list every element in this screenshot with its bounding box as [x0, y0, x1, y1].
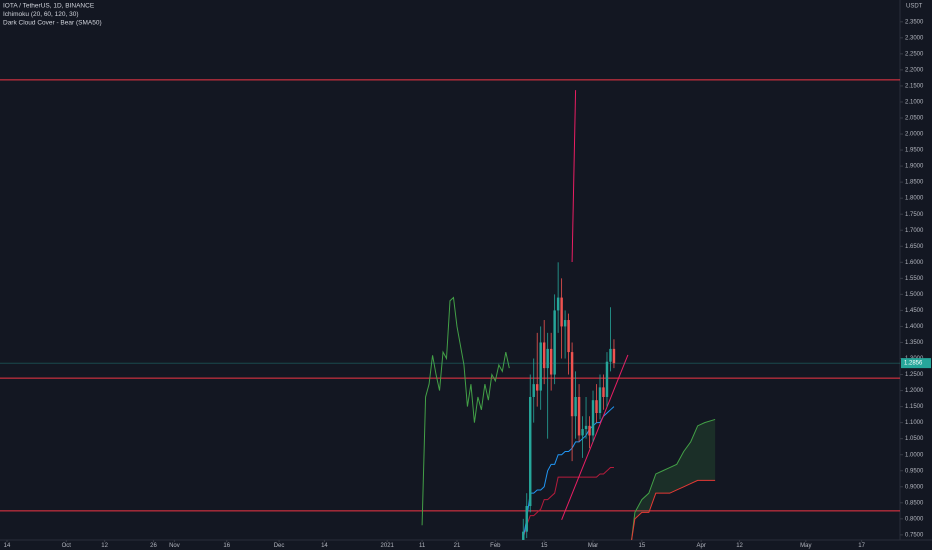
y-tick-label: 1.4000	[905, 324, 924, 330]
y-tick-label: 2.1500	[905, 84, 924, 90]
indicator-label: Ichimoku (20, 60, 120, 30)	[3, 11, 79, 18]
candle-body	[522, 531, 525, 540]
y-tick-label: 1.2000	[905, 388, 924, 394]
y-tick-label: 1.6000	[905, 260, 924, 266]
y-tick-label: 1.9500	[905, 148, 924, 154]
y-tick-label: 1.6500	[905, 244, 924, 250]
y-tick-label: 1.0000	[905, 452, 924, 458]
candle-body	[560, 297, 563, 327]
last-price-box	[901, 358, 931, 369]
y-tick-label: 2.0000	[905, 132, 924, 138]
y-tick-label: 2.0500	[905, 116, 924, 122]
y-tick-label: 0.9000	[905, 484, 924, 490]
x-tick-label: Feb	[490, 543, 501, 549]
leading-span-b	[631, 479, 716, 540]
candle-body	[598, 387, 602, 414]
y-tick-label: 1.2500	[905, 372, 924, 378]
candle-body	[556, 297, 560, 311]
cloud-fill	[631, 419, 716, 540]
leading-span-a	[631, 418, 716, 540]
x-tick-label: 21	[454, 543, 461, 549]
x-tick-label: 14	[4, 543, 11, 549]
symbol-title: IOTA / TetherUS, 1D, BINANCE	[3, 3, 95, 10]
x-tick-label: 17	[858, 543, 865, 549]
y-tick-label: 1.5500	[905, 276, 924, 282]
x-tick-label: Mar	[588, 543, 598, 549]
candle-body	[529, 396, 532, 507]
candle-body	[549, 348, 553, 375]
y-tick-label: 1.5000	[905, 292, 924, 298]
x-tick-label: 2021	[381, 543, 395, 549]
candle-body	[570, 352, 574, 417]
x-tick-label: 12	[736, 543, 743, 549]
y-tick-label: 1.9000	[905, 164, 924, 170]
y-tick-label: 0.8500	[905, 500, 924, 506]
x-tick-label: 16	[223, 543, 230, 549]
candle-body	[602, 387, 605, 397]
candle-body	[609, 348, 612, 362]
y-tick-label: 0.7500	[905, 532, 924, 538]
y-tick-label: 1.7000	[905, 228, 924, 234]
candle-body	[525, 506, 528, 532]
y-tick-label: 1.7500	[905, 212, 924, 218]
indicator-label: Dark Cloud Cover - Bear (SMA50)	[3, 20, 102, 27]
candle-body	[539, 342, 542, 391]
y-tick-label: 1.8500	[905, 180, 924, 186]
y-tick-label: 1.4500	[905, 308, 924, 314]
base-line	[522, 467, 614, 539]
lagging-span	[421, 296, 510, 526]
x-tick-label: 15	[541, 543, 548, 549]
x-tick-label: 14	[321, 543, 328, 549]
currency-label: USDT	[906, 4, 923, 10]
trend-line	[571, 90, 577, 262]
candle-body	[591, 400, 595, 436]
x-tick-label: Dec	[274, 543, 285, 549]
candle-body	[584, 425, 588, 430]
x-tick-label: May	[800, 543, 811, 549]
y-tick-label: 1.0500	[905, 436, 924, 442]
x-tick-label: 15	[639, 543, 646, 549]
candle-body	[546, 348, 549, 369]
candle-body	[595, 400, 598, 414]
candle-body	[588, 425, 591, 436]
trend-line	[561, 354, 629, 520]
candle-body	[574, 396, 577, 417]
candle-body	[563, 320, 567, 327]
candle-body	[542, 342, 546, 369]
candle-body	[535, 384, 539, 391]
plot-area	[0, 79, 900, 540]
conversion-line	[522, 406, 615, 539]
candle-body	[532, 384, 535, 397]
x-tick-label: 26	[150, 543, 157, 549]
candle-body	[567, 320, 570, 353]
candle-body	[605, 361, 609, 397]
y-tick-label: 1.8000	[905, 196, 924, 202]
x-tick-label: 11	[419, 543, 426, 549]
y-tick-label: 2.2000	[905, 67, 924, 73]
y-tick-label: 2.1000	[905, 100, 924, 106]
x-tick-label: Oct	[62, 543, 72, 549]
candle-body	[612, 348, 616, 364]
y-tick-label: 2.3500	[905, 19, 924, 25]
candle-body	[553, 310, 556, 375]
y-tick-label: 1.1500	[905, 404, 924, 410]
candle-body	[577, 396, 581, 436]
last-price-label: 1.2856	[904, 361, 923, 367]
x-tick-label: Nov	[169, 543, 180, 549]
candle-body	[581, 429, 584, 436]
y-tick-label: 0.9500	[905, 468, 924, 474]
y-tick-label: 1.3500	[905, 340, 924, 346]
y-tick-label: 2.3000	[905, 35, 924, 41]
x-tick-label: Apr	[696, 543, 705, 549]
y-tick-label: 2.2500	[905, 51, 924, 57]
y-tick-label: 0.8000	[905, 516, 924, 522]
x-tick-label: 12	[101, 543, 108, 549]
y-tick-label: 1.1000	[905, 420, 924, 426]
